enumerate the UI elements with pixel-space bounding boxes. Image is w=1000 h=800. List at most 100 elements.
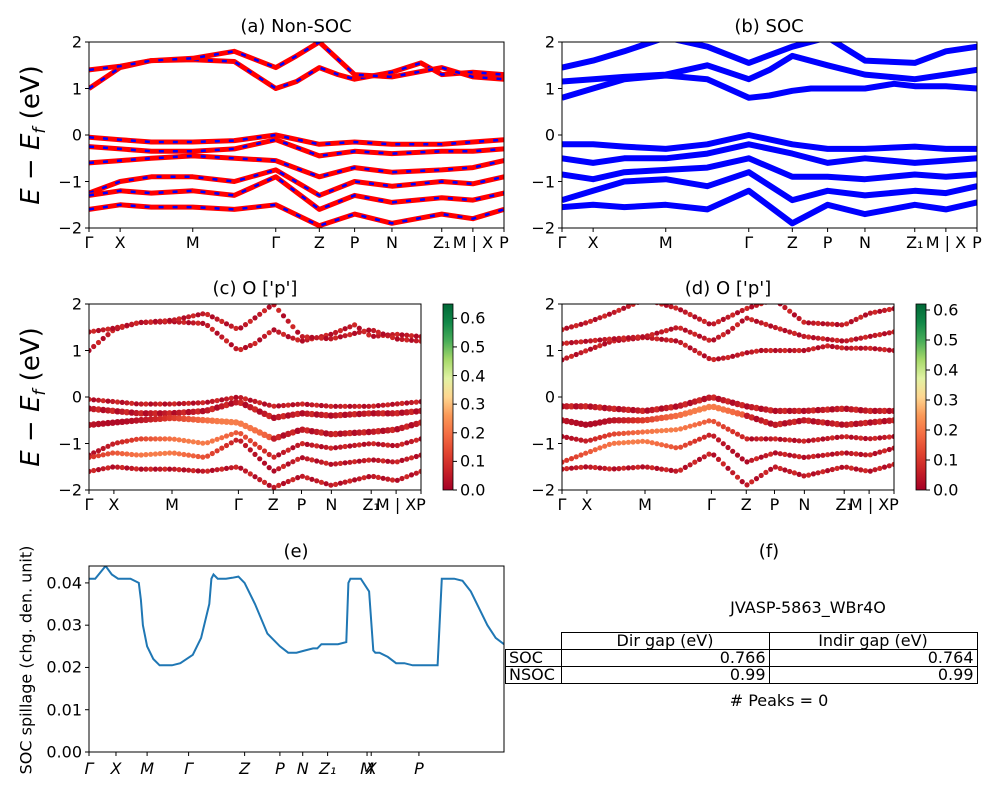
projection-point xyxy=(758,436,764,442)
projection-point xyxy=(715,405,722,412)
projection-point xyxy=(625,406,632,413)
projection-point xyxy=(133,401,139,407)
projection-point xyxy=(299,334,305,340)
projection-point xyxy=(389,442,396,449)
projection-point xyxy=(214,467,220,473)
projection-point xyxy=(829,321,835,327)
projection-point xyxy=(839,464,845,470)
panel-c-xtick-label: P xyxy=(416,495,426,514)
projection-point xyxy=(886,407,893,415)
projection-point xyxy=(129,321,135,327)
projection-point xyxy=(333,445,339,451)
projection-point xyxy=(295,329,301,335)
projection-point xyxy=(143,466,149,472)
nonsoc-band-dash xyxy=(89,58,504,90)
projection-point xyxy=(152,466,158,472)
projection-point xyxy=(247,447,253,453)
colorbar-d-tick-label: 0.0 xyxy=(933,480,959,500)
projection-point xyxy=(867,436,873,442)
projection-point xyxy=(678,307,684,313)
projection-point xyxy=(620,417,627,424)
projection-point xyxy=(129,437,135,443)
projection-point xyxy=(616,335,622,341)
projection-point xyxy=(625,304,631,309)
projection-point xyxy=(762,406,770,413)
projection-point xyxy=(360,429,368,436)
projection-point xyxy=(167,450,173,456)
projection-point xyxy=(418,452,421,458)
projection-point xyxy=(611,466,617,472)
projection-point xyxy=(568,353,575,359)
projection-point xyxy=(271,484,277,490)
projection-point xyxy=(877,332,883,338)
projection-point xyxy=(810,453,817,459)
projection-point xyxy=(881,464,888,470)
projection-point xyxy=(119,408,126,415)
projection-point xyxy=(280,402,287,409)
projection-point xyxy=(891,445,894,451)
projection-point xyxy=(844,434,850,440)
projection-point xyxy=(701,454,707,460)
panel-c-ytick-label: 1 xyxy=(71,341,82,360)
projection-point xyxy=(891,433,894,440)
projection-point xyxy=(252,398,258,404)
projection-point xyxy=(654,428,660,434)
panel-e-xtick-label: Z₁ xyxy=(318,759,337,778)
projection-point xyxy=(573,436,579,442)
projection-point xyxy=(176,401,182,407)
projection-point xyxy=(663,467,669,473)
projection-point xyxy=(621,335,627,341)
projection-point xyxy=(148,319,154,325)
projection-point xyxy=(640,438,646,444)
projection-point xyxy=(375,403,381,409)
projection-point xyxy=(366,441,372,447)
projection-point xyxy=(365,428,372,436)
panel-d-points xyxy=(562,304,894,488)
projection-point xyxy=(247,438,253,444)
projection-point xyxy=(314,402,320,408)
projection-point xyxy=(129,400,135,406)
projection-point xyxy=(280,463,287,469)
projection-point xyxy=(573,323,579,329)
projection-point xyxy=(606,405,613,412)
projection-point xyxy=(871,407,879,415)
projection-point xyxy=(100,466,106,472)
projection-point xyxy=(597,315,603,321)
projection-point xyxy=(252,451,258,457)
projection-point xyxy=(124,451,130,457)
projection-point xyxy=(304,441,310,447)
projection-point xyxy=(592,316,598,323)
projection-point xyxy=(696,456,703,462)
projection-point xyxy=(843,405,850,412)
projection-point xyxy=(568,435,575,441)
peaks-count: # Peaks = 0 xyxy=(729,691,829,710)
projection-point xyxy=(639,407,646,414)
projection-point xyxy=(782,467,788,473)
projection-point xyxy=(205,440,211,446)
projection-point xyxy=(629,406,637,414)
projection-point xyxy=(601,404,608,412)
projection-point xyxy=(772,436,779,442)
projection-point xyxy=(639,417,646,424)
projection-point xyxy=(715,437,722,443)
projection-point xyxy=(219,318,225,324)
projection-point xyxy=(171,450,177,456)
projection-point xyxy=(678,325,684,331)
projection-point xyxy=(347,324,353,330)
projection-point xyxy=(408,399,415,406)
projection-point xyxy=(285,412,292,419)
projection-point xyxy=(341,411,349,418)
projection-point xyxy=(877,435,883,441)
panel-a-xtick-label: X xyxy=(114,233,126,252)
projection-point xyxy=(583,348,589,354)
panel-b-ytick-label: 1 xyxy=(544,79,555,98)
projection-point xyxy=(351,411,358,418)
panel-c-xtick-label: N xyxy=(325,495,338,514)
colorbar-c xyxy=(442,303,454,491)
projection-point xyxy=(342,326,348,332)
projection-point xyxy=(119,418,126,425)
projection-point xyxy=(352,459,358,465)
panel-b-xtick-label: Γ xyxy=(744,233,754,252)
projection-point xyxy=(327,412,335,419)
projection-point xyxy=(266,330,272,336)
